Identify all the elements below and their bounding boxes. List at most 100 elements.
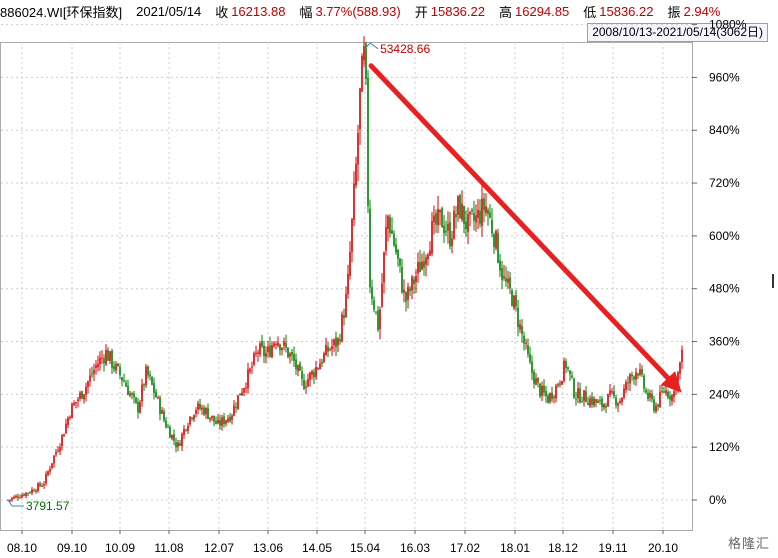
candle-down [571,375,573,378]
candle-down [107,349,109,361]
candle-down [511,290,513,307]
candle-down [215,420,217,424]
candle-down [599,400,601,402]
candle-down [539,383,541,397]
candle-up [411,276,413,291]
y-tick-label: 960% [709,70,740,84]
candle-down [373,300,375,310]
candle-up [109,351,111,361]
candle-up [383,252,385,283]
candle-up [245,387,247,389]
candle-up [231,415,233,420]
candle-up [9,499,11,501]
candle-up [617,403,619,406]
candle-down [235,407,237,409]
candle-down [143,384,145,386]
candle-down [81,391,83,399]
quote-header: 886024.WI[环保指数] 2021/05/14 收 16213.88 幅 … [0,0,778,22]
candle-down [521,325,523,334]
candle-down [465,221,467,230]
candle-down [335,337,337,348]
candle-down [397,249,399,260]
candle-up [307,378,309,387]
candle-up [145,366,147,386]
candle-down [199,403,201,410]
candle-down [405,292,407,302]
y-tick-label: 480% [709,282,740,296]
candle-up [635,372,637,380]
candle-down [377,310,379,331]
candle-down [615,397,617,406]
x-tick-label: 19.11 [598,541,627,555]
candle-up [417,262,419,274]
candle-down [113,366,115,370]
x-tick-label: 12.07 [204,541,234,555]
candle-up [361,55,363,92]
candle-up [49,468,51,472]
candle-down [219,419,221,426]
candle-up [457,196,459,215]
candle-up [555,385,557,399]
candle-up [73,402,75,406]
candle-down [449,222,451,247]
candle-down [155,391,157,398]
candle-up [267,346,269,353]
candle-down [103,358,105,363]
candle-up [177,442,179,447]
candle-up [485,206,487,213]
candle-down [39,483,41,486]
candle-down [491,219,493,234]
candle-up [331,346,333,350]
x-tick-label: 13.06 [253,541,283,555]
candle-down [117,363,119,366]
candle-down [149,374,151,377]
candle-up [325,344,327,356]
candle-down [29,492,31,494]
date-range-selector[interactable]: 2008/10/13-2021/05/14(3062日) [587,23,768,42]
candle-up [429,250,431,256]
candle-up [503,276,505,278]
candle-up [549,393,551,402]
candle-up [431,221,433,254]
candle-down [613,391,615,397]
candle-up [157,397,159,399]
candle-up [623,388,625,398]
candle-down [657,404,659,407]
candle-down [523,335,525,344]
candle-up [319,363,321,370]
candle-down [371,287,373,299]
candle-down [645,390,647,393]
candle-down [499,260,501,271]
y-tick-label: 1080% [709,18,747,32]
x-tick-label: 17.02 [450,541,480,555]
candle-down [321,361,323,364]
candle-down [489,212,491,218]
candle-up [275,343,277,345]
candle-down [261,341,263,347]
candle-up [561,381,563,385]
candle-up [217,419,219,424]
candle-down [515,294,517,307]
candle-down [483,198,485,211]
candle-down [533,371,535,384]
candle-up [305,386,307,388]
candle-up [237,395,239,409]
y-tick-label: 600% [709,229,740,243]
x-tick-label: 11.08 [154,541,183,555]
candle-up [659,391,661,407]
candle-down [119,366,121,376]
candle-down [263,345,265,356]
candle-up [99,357,101,365]
candle-up [621,397,623,403]
panel-edge-handle[interactable] [772,274,778,288]
candle-down [441,208,443,228]
candle-up [15,495,17,498]
candle-up [673,391,675,397]
candle-up [63,434,65,437]
candle-up [225,420,227,424]
x-tick-label: 08.10 [7,541,37,555]
candle-up [19,497,21,499]
candle-down [203,407,205,415]
x-tick-label: 14.05 [302,541,332,555]
